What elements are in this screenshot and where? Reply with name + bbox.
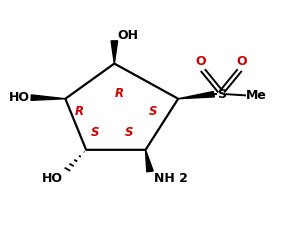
Text: HO: HO: [9, 91, 30, 104]
Text: S: S: [125, 126, 133, 139]
Text: O: O: [237, 55, 247, 68]
Text: R: R: [75, 105, 84, 118]
Text: Me: Me: [246, 89, 266, 102]
Text: S: S: [149, 105, 157, 118]
Polygon shape: [111, 41, 118, 64]
Text: R: R: [114, 86, 123, 100]
Polygon shape: [146, 150, 153, 172]
Polygon shape: [178, 91, 214, 99]
Text: HO: HO: [42, 172, 62, 185]
Text: S: S: [217, 88, 226, 101]
Text: OH: OH: [117, 29, 138, 42]
Text: S: S: [91, 126, 99, 139]
Polygon shape: [31, 95, 65, 100]
Text: O: O: [195, 55, 206, 68]
Text: NH 2: NH 2: [154, 172, 188, 185]
